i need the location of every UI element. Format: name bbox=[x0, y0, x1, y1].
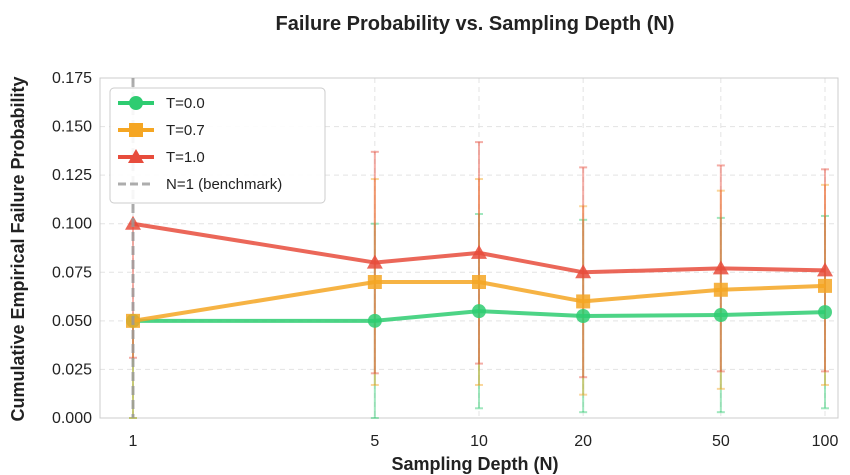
legend-label: T=0.0 bbox=[166, 95, 205, 112]
data-point bbox=[472, 304, 486, 319]
legend-swatch-marker bbox=[128, 149, 144, 163]
series bbox=[125, 215, 833, 328]
legend: T=0.0 T=0.7 T=1.0 N=1 (benchmark) bbox=[109, 87, 326, 204]
y-tick-label: 0.025 bbox=[52, 361, 92, 378]
plot-frame bbox=[99, 77, 839, 419]
x-tick-label: 20 bbox=[574, 433, 592, 450]
series-line bbox=[132, 280, 826, 323]
y-tick-label: 0.100 bbox=[52, 216, 92, 233]
x-tick-label: 5 bbox=[370, 433, 379, 450]
data-point bbox=[575, 264, 592, 279]
legend-label: T=1.0 bbox=[166, 149, 205, 166]
y-tick-label: 0.075 bbox=[52, 264, 92, 281]
data-point bbox=[576, 309, 591, 323]
axes: 0.000 0.025 0.050 0.075 0.100 0.125 0.150 0.175… bbox=[52, 70, 839, 450]
data-point bbox=[367, 313, 382, 328]
series-line bbox=[133, 309, 826, 323]
data-point bbox=[471, 244, 487, 259]
data-point bbox=[818, 278, 832, 293]
series-line bbox=[132, 221, 826, 275]
y-axis-label: Cumulative Empirical Failure Probability bbox=[8, 76, 28, 421]
x-axis-label: Sampling Depth (N) bbox=[392, 454, 559, 474]
data-point bbox=[576, 294, 591, 309]
legend-label: N=1 (benchmark) bbox=[166, 176, 282, 193]
data-point bbox=[366, 254, 383, 269]
x-tick-label: 50 bbox=[712, 433, 730, 450]
x-tick-label: 100 bbox=[812, 433, 839, 450]
y-tick-label: 0.175 bbox=[52, 70, 92, 87]
legend-swatch-marker bbox=[129, 96, 143, 110]
legend-box bbox=[109, 87, 326, 204]
data-point bbox=[713, 308, 728, 323]
y-tick-label: 0.125 bbox=[52, 167, 92, 184]
data-point bbox=[818, 305, 832, 320]
chart-title: Failure Probability vs. Sampling Depth (… bbox=[276, 13, 675, 35]
data-point bbox=[817, 262, 833, 277]
legend-label: T=0.7 bbox=[166, 122, 205, 139]
data-point bbox=[472, 275, 486, 289]
x-tick-label: 10 bbox=[470, 433, 488, 450]
data-point bbox=[712, 260, 729, 275]
data-point bbox=[713, 282, 728, 297]
legend-swatch-marker bbox=[129, 123, 143, 137]
x-tick-label: 1 bbox=[129, 433, 138, 450]
y-tick-label: 0.000 bbox=[52, 410, 92, 427]
y-tick-label: 0.150 bbox=[52, 119, 92, 136]
y-tick-label: 0.050 bbox=[52, 313, 92, 330]
data-point bbox=[367, 275, 382, 289]
